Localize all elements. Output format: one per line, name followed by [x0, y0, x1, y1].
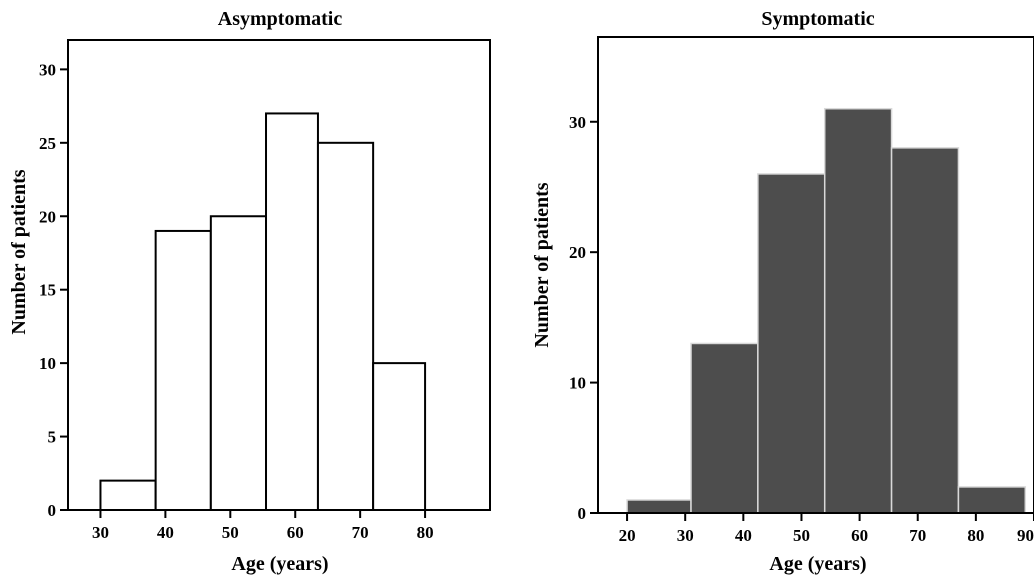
y-axis-label: Number of patients — [531, 182, 553, 347]
y-tick-label: 20 — [569, 243, 586, 262]
histogram-bar — [823, 107, 893, 514]
x-tick-label: 30 — [677, 526, 694, 545]
histogram-bar — [957, 486, 1027, 514]
x-tick-label: 40 — [735, 526, 752, 545]
y-tick-label: 30 — [569, 113, 586, 132]
histogram-bar — [626, 499, 692, 514]
y-tick-label: 25 — [39, 134, 56, 153]
x-tick-label: 80 — [417, 523, 434, 542]
x-tick-label: 50 — [793, 526, 810, 545]
x-tick-label: 60 — [287, 523, 304, 542]
x-tick-label: 30 — [92, 523, 109, 542]
x-axis-label: Age (years) — [769, 553, 866, 575]
plot-frame — [67, 39, 491, 511]
x-tick-label: 60 — [851, 526, 868, 545]
histogram-bar — [757, 173, 826, 514]
y-tick-label: 0 — [578, 504, 587, 523]
chart-title: Asymptomatic — [218, 8, 343, 30]
plot-frame — [597, 36, 1034, 514]
plot-area: 0 5 10 15 20 25 30 30 40 50 60 70 80 — [39, 39, 491, 542]
y-axis-label: Number of patients — [8, 169, 30, 334]
plot-area: 0 10 20 30 20 30 40 50 60 70 80 90 — [569, 36, 1034, 545]
y-tick-label: 30 — [39, 60, 56, 79]
x-tick-label: 70 — [909, 526, 926, 545]
histogram-bar — [209, 215, 268, 511]
y-tick-label: 20 — [39, 207, 56, 226]
histogram-bar — [99, 479, 157, 511]
y-tick-label: 10 — [39, 354, 56, 373]
y-tick-label: 15 — [39, 281, 56, 300]
asymptomatic-panel: Asymptomatic Number of patients Age (yea… — [8, 8, 491, 575]
x-tick-label: 80 — [967, 526, 984, 545]
histogram-bar — [690, 342, 759, 514]
x-tick-label: 90 — [1017, 526, 1034, 545]
histogram-bar — [372, 362, 427, 511]
x-tick-label: 20 — [619, 526, 636, 545]
y-tick-label: 0 — [48, 501, 57, 520]
symptomatic-panel: Symptomatic Number of patients Age (year… — [531, 8, 1034, 575]
chart-title: Symptomatic — [761, 8, 874, 30]
x-tick-label: 70 — [352, 523, 369, 542]
histogram-bar — [316, 141, 375, 511]
x-tick-label: 40 — [157, 523, 174, 542]
histogram-bar — [154, 229, 212, 511]
histogram-bar — [265, 112, 319, 511]
y-tick-label: 5 — [48, 428, 57, 447]
histogram-bar — [890, 147, 960, 514]
x-tick-label: 50 — [222, 523, 239, 542]
y-tick-label: 10 — [569, 374, 586, 393]
x-axis-label: Age (years) — [231, 553, 328, 575]
